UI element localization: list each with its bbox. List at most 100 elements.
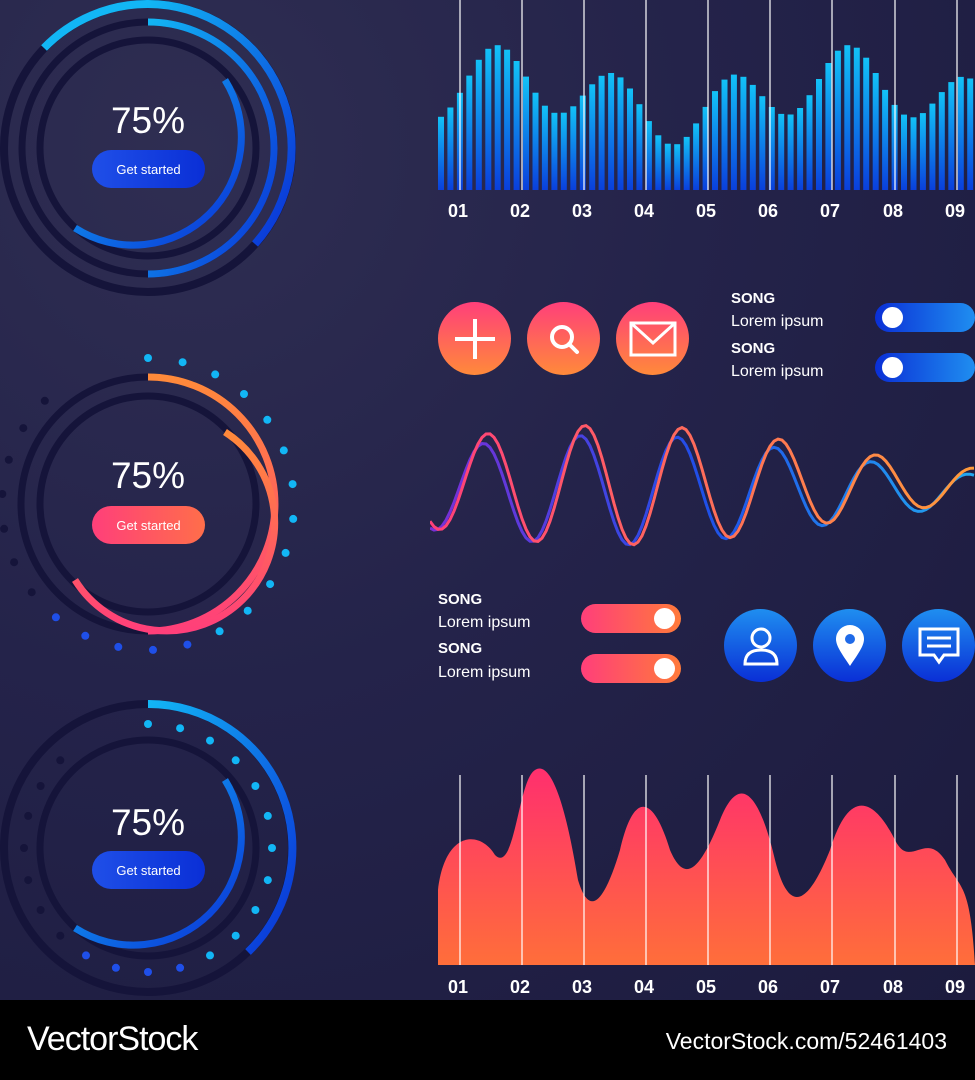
user-button[interactable] xyxy=(724,609,797,682)
tick-label-09: 09 xyxy=(944,977,966,997)
ring-dot xyxy=(56,756,65,765)
bar xyxy=(853,47,860,191)
search-button[interactable] xyxy=(527,302,600,375)
bar xyxy=(834,50,841,191)
song-subtitle-2: Lorem ipsum xyxy=(731,363,824,380)
bar xyxy=(797,108,804,190)
bar xyxy=(768,107,775,190)
song-toggle-4[interactable] xyxy=(581,654,681,683)
ring-dot xyxy=(215,627,224,636)
bar xyxy=(617,77,624,190)
bar xyxy=(882,89,889,190)
tick-label-01: 01 xyxy=(447,201,469,221)
tick-label-07: 07 xyxy=(819,201,841,221)
ring-dot xyxy=(0,490,7,498)
dial-1-percentage: 75% xyxy=(110,100,186,141)
tick-label-08: 08 xyxy=(882,201,904,221)
ring-dot xyxy=(4,455,13,464)
bar xyxy=(579,95,586,190)
bar xyxy=(816,79,822,190)
tick-label-03: 03 xyxy=(571,201,593,221)
dial-3-get-started-button[interactable]: Get started xyxy=(92,851,205,889)
tick-label-09: 09 xyxy=(944,201,966,221)
tick-label-02: 02 xyxy=(509,201,531,221)
bar xyxy=(532,92,539,190)
bar xyxy=(825,63,832,190)
mail-button[interactable] xyxy=(616,302,689,375)
bar xyxy=(627,88,633,190)
wave-chart xyxy=(430,423,975,547)
mail-icon xyxy=(629,321,676,356)
bar xyxy=(919,113,926,190)
bar xyxy=(721,79,728,190)
ring-dot xyxy=(81,631,90,640)
bar xyxy=(674,144,681,190)
ring-dot xyxy=(263,415,272,424)
bar xyxy=(664,143,671,190)
progress-dial-1 xyxy=(0,0,296,296)
bar xyxy=(447,107,454,190)
bar xyxy=(636,104,643,190)
bar xyxy=(730,74,737,190)
bar xyxy=(560,112,567,190)
bar xyxy=(475,59,482,190)
brand-logo: VectorStock xyxy=(27,1020,198,1058)
location-button[interactable] xyxy=(813,609,886,682)
ring-dot xyxy=(279,446,288,455)
ring-dot xyxy=(289,514,298,523)
bar xyxy=(541,105,548,190)
wave-line-blue xyxy=(430,434,975,547)
song-title-1: SONG xyxy=(731,290,776,307)
ring-dot xyxy=(176,963,185,972)
bar xyxy=(598,75,605,190)
ring-dot xyxy=(266,580,275,589)
bar xyxy=(645,121,652,190)
bar xyxy=(466,75,473,190)
tick-label-01: 01 xyxy=(447,977,469,997)
bar xyxy=(806,95,813,190)
dial-1-get-started-button[interactable]: Get started xyxy=(92,150,205,188)
ring-dot xyxy=(240,390,248,398)
tick-label-02: 02 xyxy=(509,977,531,997)
ring-dot xyxy=(111,963,120,972)
area-fill xyxy=(438,768,975,965)
bar xyxy=(778,113,785,190)
tick-label-05: 05 xyxy=(695,977,717,997)
bar xyxy=(702,106,709,190)
footer-bar xyxy=(0,1000,975,1080)
bar xyxy=(485,48,492,190)
bar xyxy=(438,116,444,190)
bar xyxy=(570,106,577,190)
add-button[interactable] xyxy=(438,302,511,375)
bar xyxy=(608,73,615,190)
tick-label-06: 06 xyxy=(757,977,779,997)
stock-id: VectorStock.com/52461403 xyxy=(665,1028,947,1054)
song-toggle-1[interactable] xyxy=(875,303,975,332)
ring-dot xyxy=(20,844,28,852)
tick-label-04: 04 xyxy=(633,201,655,221)
ring-dot xyxy=(144,720,152,728)
ring-dot xyxy=(206,951,214,960)
dial-2-get-started-button[interactable]: Get started xyxy=(92,506,205,544)
area-chart xyxy=(438,768,975,965)
bar xyxy=(929,103,936,190)
bar xyxy=(683,136,690,190)
chat-button[interactable] xyxy=(902,609,975,682)
bar xyxy=(589,84,596,190)
song-title-4: SONG xyxy=(438,640,483,657)
location-pin-icon xyxy=(835,624,864,666)
song-toggle-3[interactable] xyxy=(581,604,681,633)
song-title-2: SONG xyxy=(731,340,776,357)
ring-dot xyxy=(251,906,260,914)
bar xyxy=(957,76,964,190)
bar xyxy=(901,114,907,190)
ring-dot xyxy=(149,645,157,654)
bar xyxy=(712,91,718,190)
progress-dial-2 xyxy=(0,354,298,654)
dial-3-percentage: 75% xyxy=(110,802,186,843)
song-toggle-2[interactable] xyxy=(875,353,975,382)
bar xyxy=(910,117,917,190)
bar xyxy=(863,57,870,191)
ring-dot xyxy=(176,724,185,733)
bar xyxy=(551,112,558,190)
